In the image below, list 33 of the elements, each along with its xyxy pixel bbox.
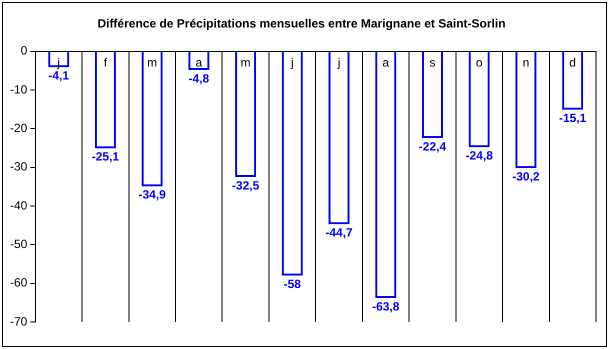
data-label: -30,2	[512, 169, 540, 184]
y-tick-label: -60	[10, 276, 28, 290]
data-label: -4,8	[188, 71, 210, 86]
y-tick-label: -70	[10, 314, 28, 328]
data-label: -44,7	[325, 226, 354, 240]
data-label: -32,5	[232, 178, 260, 192]
x-tick-label: j	[336, 56, 340, 70]
y-tick-label: -40	[10, 198, 28, 212]
x-tick-label: j	[290, 56, 294, 70]
y-tick-label: 0	[20, 44, 28, 58]
x-tick-label: d	[569, 56, 576, 70]
x-tick-label: j	[56, 56, 60, 70]
x-tick-label: a	[382, 56, 390, 70]
x-tick-label: s	[429, 56, 436, 70]
x-tick-label: f	[104, 56, 108, 70]
y-tick-label: -30	[10, 160, 28, 174]
x-tick-label: m	[240, 56, 251, 70]
data-label: -24,8	[466, 148, 494, 163]
x-tick-label: m	[147, 56, 158, 70]
data-label: -25,1	[92, 150, 120, 164]
x-tick-label: n	[522, 56, 530, 70]
data-label: -22,4	[418, 139, 446, 154]
data-label: -4,1	[48, 68, 70, 83]
x-tick-label: a	[196, 56, 203, 70]
chart-title: Différence de Précipitations mensuelles entre Marignane et Saint-Sorlin	[97, 16, 506, 31]
data-label: -63,8	[372, 299, 400, 314]
y-tick-label: -10	[10, 82, 28, 96]
data-label: -58	[284, 276, 302, 291]
y-tick-label: -50	[10, 237, 28, 251]
data-label: -34,9	[138, 188, 166, 202]
data-label: -15,1	[558, 111, 587, 126]
y-tick-label: -20	[10, 121, 28, 136]
x-tick-label: o	[476, 56, 483, 70]
